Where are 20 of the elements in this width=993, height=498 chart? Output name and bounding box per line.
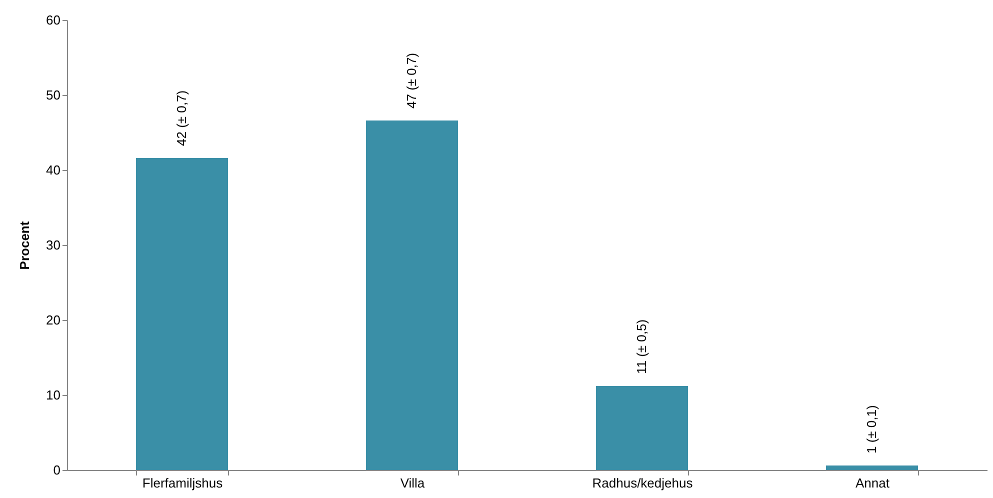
bar — [366, 120, 458, 470]
y-axis-title: Procent — [17, 220, 32, 270]
bar — [596, 386, 688, 470]
x-tick-label: Villa — [400, 476, 426, 490]
data-label: 42 (± 0,7) — [174, 90, 189, 146]
data-label: 11 (± 0,5) — [634, 319, 649, 374]
y-tick-label: 40 — [46, 162, 60, 178]
y-tick-label: 20 — [46, 312, 60, 328]
data-label: 47 (± 0,7) — [404, 52, 419, 108]
data-label: 1 (± 0,1) — [864, 405, 879, 454]
x-tick-label: Flerfamiljshus — [142, 476, 224, 490]
y-tick-label: 60 — [46, 12, 60, 28]
x-tick-label: Annat — [856, 476, 890, 490]
bar — [826, 466, 918, 470]
y-tick-label: 30 — [46, 238, 60, 252]
y-tick-label: 0 — [53, 462, 60, 478]
y-tick-label: 50 — [46, 88, 60, 102]
bar — [136, 158, 228, 470]
x-tick-label: Radhus/kedjehus — [592, 476, 694, 490]
y-tick-label: 10 — [46, 388, 60, 402]
